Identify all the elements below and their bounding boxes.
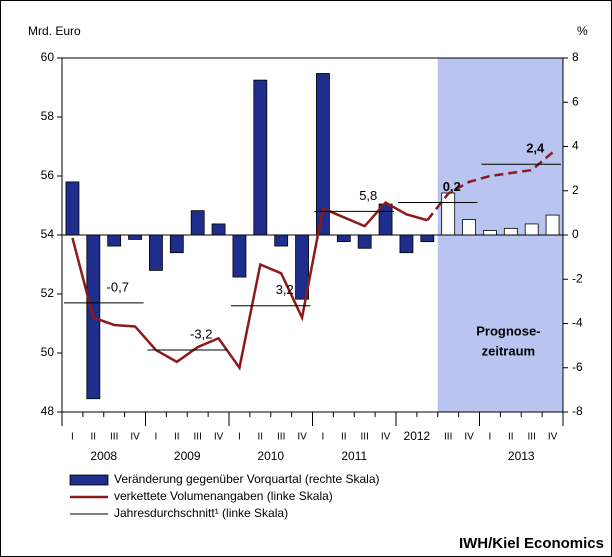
x-tick-label: IV <box>548 432 558 443</box>
y-tick-label: 50 <box>41 345 55 359</box>
x-tick-label: III <box>110 432 118 443</box>
x-tick-label: IV <box>130 432 140 443</box>
bar <box>357 234 372 249</box>
bar <box>232 234 247 278</box>
forecast-label: zeitraum <box>482 343 535 358</box>
legend-label: verkettete Volumenangaben (linke Skala) <box>114 489 333 503</box>
bar <box>274 234 289 247</box>
year-label: 2011 <box>341 449 367 463</box>
legend-swatch <box>69 474 109 486</box>
source: IWH/Kiel Economics <box>459 535 604 552</box>
bar <box>169 234 184 254</box>
legend-label: Jahresdurchschnitt¹ (linke Skala) <box>114 506 288 520</box>
x-tick-label: IV <box>214 432 224 443</box>
annual-label: -3,2 <box>190 326 212 341</box>
x-tick-label: I <box>238 432 241 443</box>
y-tick-label: 48 <box>41 404 55 418</box>
year-label: 2012 <box>404 429 431 443</box>
y2-tick-label: 0 <box>572 227 579 241</box>
x-tick-label: II <box>91 432 97 443</box>
bar <box>545 214 560 236</box>
y-axis-label: Mrd. Euro <box>28 24 81 38</box>
x-tick-label: I <box>71 432 74 443</box>
forecast-label: Prognose- <box>476 323 540 338</box>
bar <box>211 223 226 236</box>
x-tick-label: I <box>489 432 492 443</box>
x-tick-label: II <box>508 432 514 443</box>
bar <box>190 210 205 236</box>
annual-label: 0,2 <box>443 179 461 194</box>
x-tick-label: IV <box>464 432 474 443</box>
bar <box>503 227 518 236</box>
year-label: 2013 <box>508 449 535 463</box>
x-tick-label: II <box>174 432 180 443</box>
y-tick-label: 56 <box>41 168 55 182</box>
bar <box>128 234 142 240</box>
line <box>71 200 428 371</box>
x-tick-label: III <box>361 432 369 443</box>
x-tick-label: I <box>155 432 158 443</box>
annual-label: 2,4 <box>526 141 545 156</box>
y2-tick-label: -6 <box>572 360 583 374</box>
year-label: 2010 <box>257 449 284 463</box>
year-label: 2008 <box>90 449 117 463</box>
y2-tick-label: -2 <box>572 271 583 285</box>
y-tick-label: 52 <box>41 286 55 300</box>
annual-label: 3,2 <box>276 282 294 297</box>
y2-tick-label: 2 <box>572 183 579 197</box>
x-tick-label: III <box>528 432 536 443</box>
x-tick-label: III <box>444 432 452 443</box>
bar <box>420 234 435 243</box>
bar <box>253 79 268 236</box>
annual-label: -0,7 <box>107 279 129 294</box>
y2-tick-label: 8 <box>572 50 579 64</box>
y2-axis-label: % <box>577 24 588 38</box>
x-tick-label: I <box>322 432 325 443</box>
x-tick-label: III <box>194 432 202 443</box>
y2-tick-label: -4 <box>572 316 583 330</box>
bar <box>149 234 163 271</box>
y2-tick-label: -8 <box>572 404 583 418</box>
y-tick-label: 60 <box>41 50 55 64</box>
bar <box>65 181 80 236</box>
bar <box>441 192 456 236</box>
year-label: 2009 <box>174 449 201 463</box>
x-tick-label: III <box>277 432 285 443</box>
bar <box>399 234 414 254</box>
y2-tick-label: 6 <box>572 94 579 108</box>
x-tick-label: IV <box>381 432 391 443</box>
x-tick-label: II <box>341 432 347 443</box>
line <box>426 151 554 222</box>
x-tick-label: IV <box>297 432 307 443</box>
bar <box>524 223 539 236</box>
bar <box>107 234 122 247</box>
y2-tick-label: 4 <box>572 139 579 153</box>
bar <box>483 230 497 236</box>
y-tick-label: 58 <box>41 109 55 123</box>
y-tick-label: 54 <box>41 227 55 241</box>
bar <box>336 234 351 243</box>
legend-label: Veränderung gegenüber Vorquartal (rechte… <box>114 472 380 486</box>
bar <box>462 219 476 236</box>
annual-label: 5,8 <box>359 188 377 203</box>
x-tick-label: II <box>258 432 264 443</box>
